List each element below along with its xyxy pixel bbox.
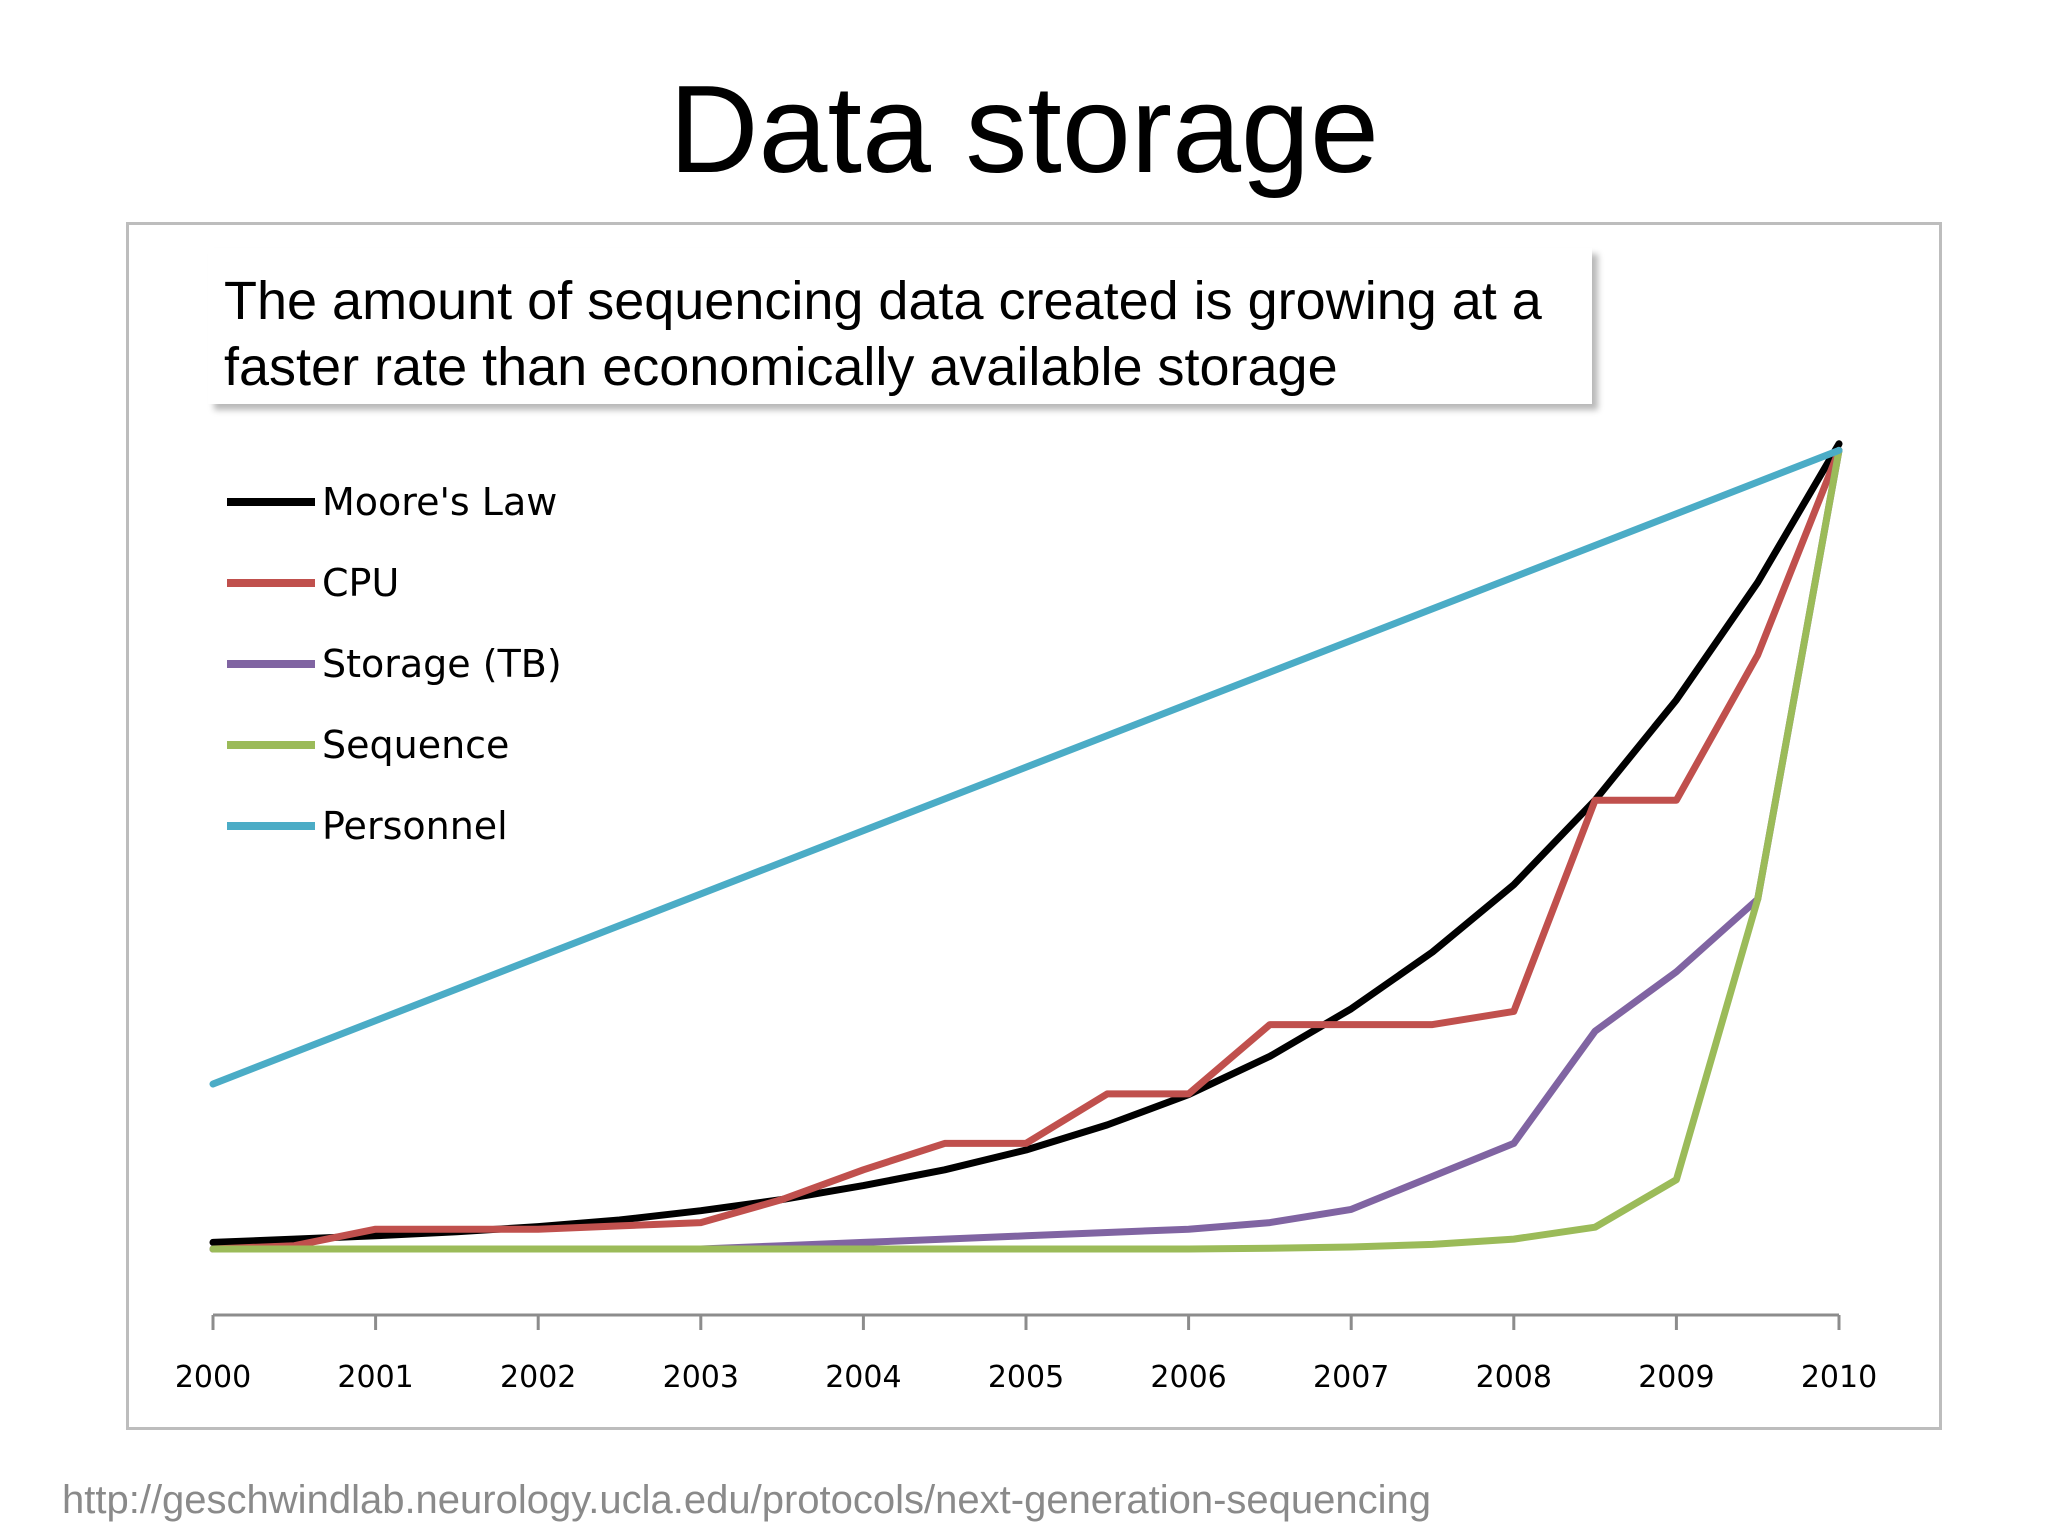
- x-tick-label: 2001: [337, 1360, 413, 1395]
- legend-label-cpu: CPU: [322, 561, 399, 605]
- x-tick-label: 2006: [1150, 1360, 1226, 1395]
- x-tick-label: 2002: [500, 1360, 576, 1395]
- x-tick-label: 2003: [663, 1360, 739, 1395]
- x-tick-label: 2010: [1801, 1360, 1877, 1395]
- legend-label-sequence: Sequence: [322, 723, 509, 767]
- series-line-sequence: [209, 446, 1843, 1253]
- series-line-cpu: [209, 446, 1843, 1253]
- x-tick-label: 2008: [1476, 1360, 1552, 1395]
- x-tick-label: 2000: [175, 1360, 251, 1395]
- source-url[interactable]: http://geschwindlab.neurology.ucla.edu/p…: [62, 1478, 1432, 1522]
- x-axis: 2000 2001 2002 2003 2004 2005 2006 2007 2008 2009…: [175, 1313, 1877, 1395]
- legend-label-moore-s-law: Moore's Law: [322, 480, 557, 524]
- legend-label-personnel: Personnel: [322, 804, 508, 848]
- x-tick-label: 2007: [1313, 1360, 1389, 1395]
- series-lines: [209, 440, 1843, 1253]
- x-tick-label: 2004: [825, 1360, 901, 1395]
- x-tick-label: 2005: [988, 1360, 1064, 1395]
- x-tick-label: 2009: [1638, 1360, 1714, 1395]
- legend: Moore's Law CPU Storage (TB) Sequence Person…: [227, 480, 562, 848]
- series-line-personnel: [209, 446, 1843, 1088]
- slide-title: Data storage: [669, 61, 1379, 199]
- series-line-storage-tb: [209, 446, 1843, 1253]
- callout-box: The amount of sequencing data created is…: [208, 248, 1592, 404]
- legend-label-storage-tb: Storage (TB): [322, 642, 562, 686]
